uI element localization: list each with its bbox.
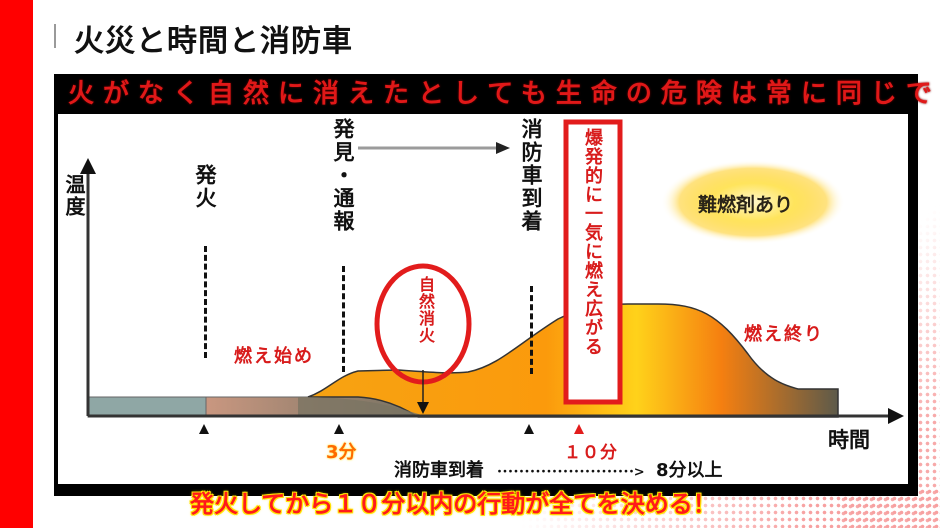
stage-flashover: 爆発的に一気に燃え広がる bbox=[582, 128, 603, 356]
diagram-canvas: 温度 発火 発見・通報 消防車到着 爆発的に一気に燃え広がる 自然消火 燃え始め… bbox=[58, 114, 908, 484]
marker-10min: １０分 bbox=[564, 443, 618, 463]
stage-ignition: 発火 bbox=[193, 164, 218, 210]
stage-discovery: 発見・通報 bbox=[331, 118, 356, 233]
arrival-dashline bbox=[530, 286, 533, 374]
title-marker bbox=[54, 24, 56, 48]
retardant-label: 難燃剤あり bbox=[698, 194, 794, 216]
fire-curve-graph bbox=[80, 119, 904, 424]
natural-extinguish-label: 自然消火 bbox=[416, 276, 435, 344]
arrival-note-arrow: ･････････････････････････> bbox=[496, 465, 644, 480]
discovery-dashline bbox=[342, 266, 345, 372]
stage-arrival: 消防車到着 bbox=[519, 118, 544, 233]
ignition-dashline bbox=[204, 246, 207, 358]
arrival-note-value: 8分以上 bbox=[655, 460, 723, 481]
tick-3min-icon bbox=[334, 424, 344, 434]
arrival-note-label: 消防車到着 bbox=[394, 460, 484, 481]
footer-message: 発火してから１０分以内の行動が全てを決める！ bbox=[190, 490, 717, 518]
arrival-note: 消防車到着 ･････････････････････････> 8分以上 bbox=[394, 456, 723, 482]
page-title: 火災と時間と消防車 bbox=[74, 24, 353, 59]
start-burning-label: 燃え始め bbox=[234, 346, 314, 367]
marker-3min: 3分 bbox=[326, 442, 357, 463]
fire-timeline-panel: 火がなく自然に消えたとしても生命の危険は常に同じです bbox=[54, 74, 940, 496]
tick-ignition-icon bbox=[199, 424, 209, 434]
left-accent-bar bbox=[0, 0, 33, 528]
tick-10min-icon bbox=[574, 424, 584, 434]
end-burning-label: 燃え終り bbox=[744, 324, 824, 345]
warning-banner: 火がなく自然に消えたとしても生命の危険は常に同じです bbox=[68, 79, 940, 109]
y-axis-label: 温度 bbox=[62, 174, 86, 218]
x-axis-label: 時間 bbox=[828, 427, 870, 452]
tick-arrival-icon bbox=[524, 424, 534, 434]
